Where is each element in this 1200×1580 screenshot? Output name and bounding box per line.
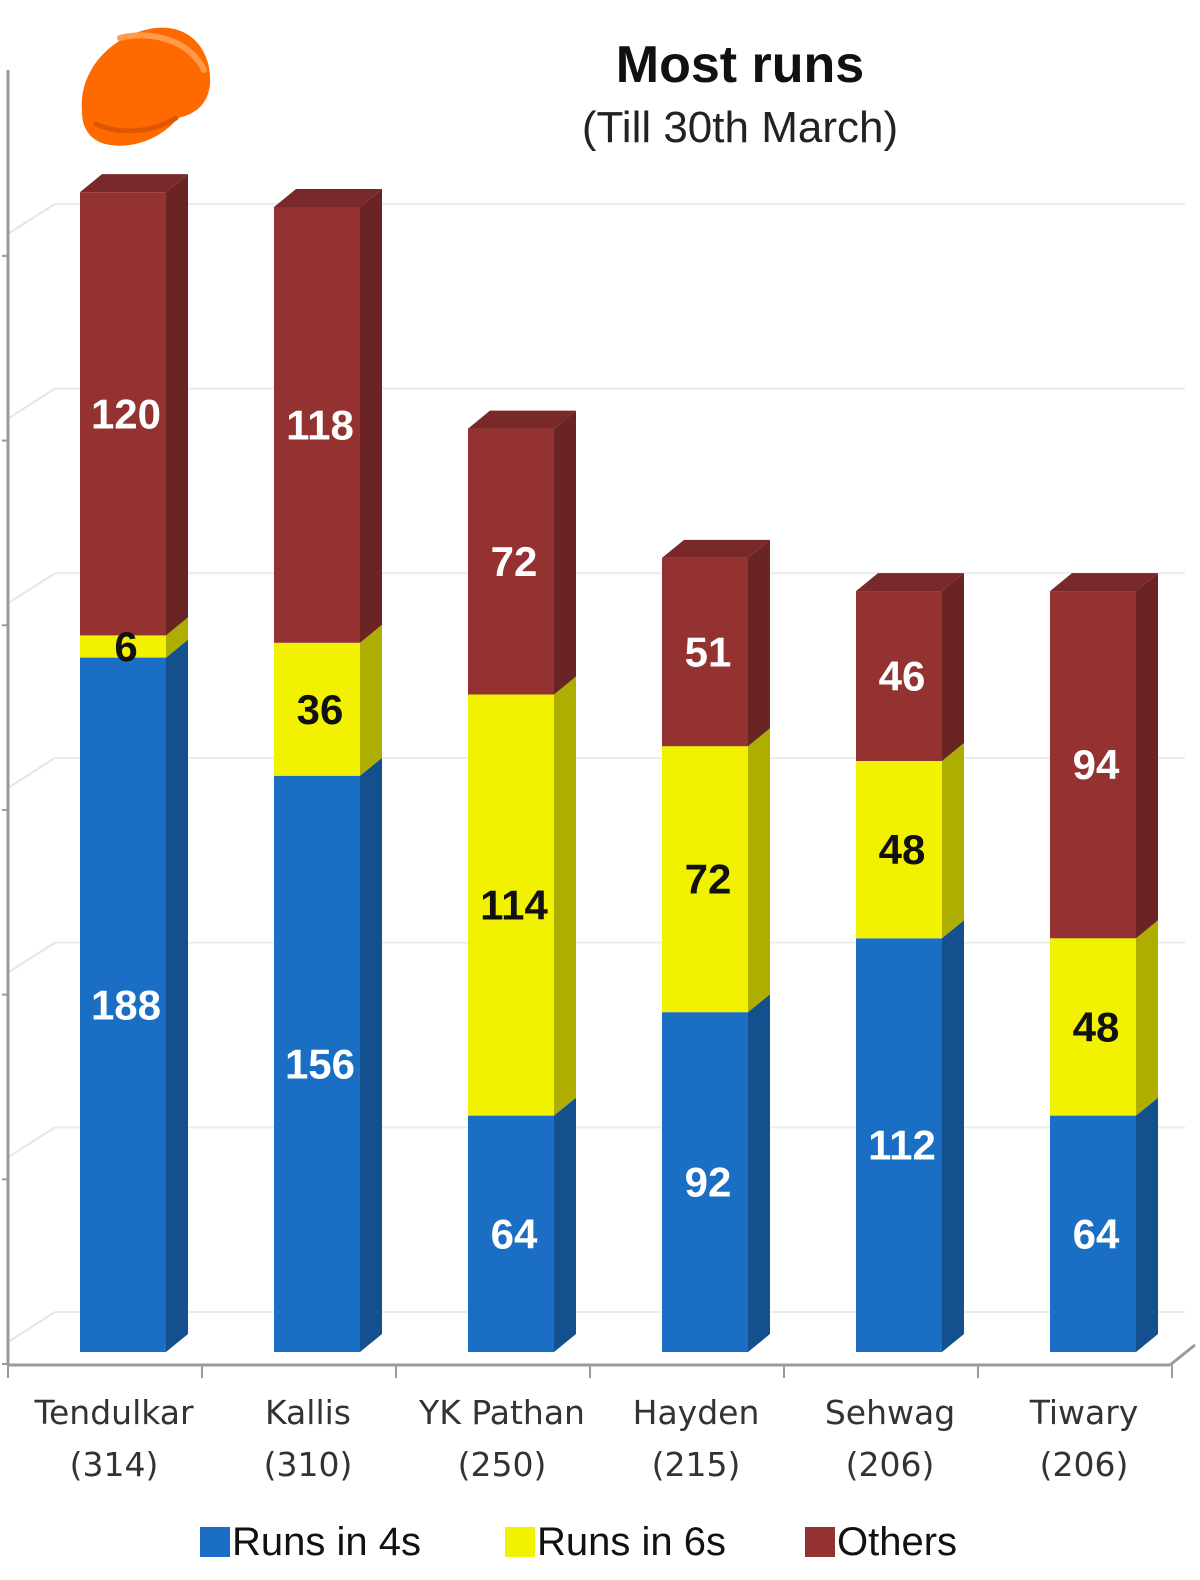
chart-subtitle: (Till 30th March) bbox=[582, 103, 898, 152]
legend: Runs in 4s Runs in 6s Others bbox=[200, 1520, 957, 1564]
bar-side-sehwag-series-0 bbox=[942, 920, 964, 1352]
category-labels: Tendulkar (314) Kallis (310) YK Pathan (250) H… bbox=[33, 1393, 1138, 1484]
bar-side-sehwag-series-1 bbox=[942, 743, 964, 939]
bar-segment-hayden-series-1 bbox=[662, 746, 748, 1013]
bar-segment-tiwary-series-2 bbox=[1050, 591, 1136, 939]
bar-side-hayden-series-1 bbox=[748, 728, 770, 1013]
bar-side-tendulkar-series-0 bbox=[166, 639, 188, 1352]
data-label-sehwag-series-1: 48 bbox=[879, 826, 926, 873]
data-label-kallis-series-1: 36 bbox=[297, 686, 344, 733]
bar-segment-sehwag-series-0 bbox=[856, 938, 942, 1352]
bar-side-kallis-series-2 bbox=[360, 188, 382, 643]
bar-side-yk-pathan-series-1 bbox=[554, 676, 576, 1116]
bar-side-kallis-series-1 bbox=[360, 624, 382, 776]
data-label-tiwary-series-1: 48 bbox=[1073, 1003, 1120, 1050]
data-label-hayden-series-2: 51 bbox=[685, 629, 732, 676]
bar-side-yk-pathan-series-0 bbox=[554, 1097, 576, 1352]
bar-top-tendulkar bbox=[80, 174, 188, 193]
data-label-yk-pathan-series-2: 72 bbox=[491, 538, 538, 585]
data-label-kallis-series-0: 156 bbox=[285, 1040, 355, 1087]
bar-side-kallis-series-0 bbox=[360, 757, 382, 1352]
chart-axes bbox=[2, 70, 1196, 1378]
bar-segment-sehwag-series-1 bbox=[856, 761, 942, 939]
bar-side-hayden-series-2 bbox=[748, 539, 770, 747]
bar-side-tendulkar-series-2 bbox=[166, 174, 188, 636]
bar-top-sehwag bbox=[856, 573, 964, 592]
data-label-yk-pathan-series-1: 114 bbox=[480, 882, 548, 929]
bar-segment-yk-pathan-series-2 bbox=[468, 428, 554, 695]
bar-top-tiwary bbox=[1050, 573, 1158, 592]
data-label-tiwary-series-2: 94 bbox=[1073, 741, 1120, 788]
data-label-yk-pathan-series-0: 64 bbox=[491, 1210, 538, 1257]
bar-side-tiwary-series-1 bbox=[1136, 920, 1158, 1116]
data-label-hayden-series-1: 72 bbox=[685, 856, 732, 903]
bar-side-tiwary-series-2 bbox=[1136, 573, 1158, 939]
bar-segment-kallis-series-0 bbox=[274, 775, 360, 1352]
category-label: Tiwary bbox=[1029, 1393, 1139, 1432]
bar-segment-yk-pathan-series-1 bbox=[468, 694, 554, 1116]
bar-segment-tiwary-series-0 bbox=[1050, 1115, 1136, 1352]
category-total-label: (250) bbox=[458, 1445, 547, 1484]
bar-top-hayden bbox=[662, 539, 770, 558]
orange-cap-icon bbox=[81, 27, 211, 146]
bar-segment-tendulkar-series-1 bbox=[80, 635, 166, 658]
legend-label-series-2: Others bbox=[837, 1520, 957, 1564]
category-label: YK Pathan bbox=[418, 1393, 585, 1432]
bar-top-kallis bbox=[274, 188, 382, 207]
legend-label-series-0: Runs in 4s bbox=[232, 1520, 421, 1564]
data-label-hayden-series-0: 92 bbox=[685, 1159, 732, 1206]
category-label: Sehwag bbox=[825, 1393, 955, 1432]
bar-segment-kallis-series-1 bbox=[274, 642, 360, 776]
bar-segment-hayden-series-0 bbox=[662, 1012, 748, 1352]
category-total-label: (206) bbox=[1040, 1445, 1129, 1484]
data-label-tendulkar-series-0: 188 bbox=[91, 981, 161, 1028]
bar-side-sehwag-series-2 bbox=[942, 573, 964, 761]
data-label-tiwary-series-0: 64 bbox=[1073, 1210, 1120, 1257]
bar-side-yk-pathan-series-2 bbox=[554, 410, 576, 695]
category-total-label: (206) bbox=[846, 1445, 935, 1484]
legend-swatch-series-0 bbox=[200, 1527, 230, 1557]
bar-segment-tendulkar-series-2 bbox=[80, 192, 166, 636]
category-total-label: (310) bbox=[264, 1445, 353, 1484]
legend-swatch-series-2 bbox=[805, 1527, 835, 1557]
category-label: Tendulkar bbox=[33, 1393, 194, 1432]
bar-segment-kallis-series-2 bbox=[274, 206, 360, 643]
bar-segment-tendulkar-series-0 bbox=[80, 657, 166, 1352]
bar-side-tendulkar-series-1 bbox=[166, 617, 188, 658]
data-label-sehwag-series-0: 112 bbox=[868, 1122, 936, 1169]
data-label-kallis-series-2: 118 bbox=[286, 401, 354, 448]
data-label-tendulkar-series-1: 6 bbox=[114, 623, 137, 670]
data-label-sehwag-series-2: 46 bbox=[879, 653, 926, 700]
bar-segment-yk-pathan-series-0 bbox=[468, 1115, 554, 1352]
category-total-label: (215) bbox=[652, 1445, 741, 1484]
category-label: Hayden bbox=[633, 1393, 760, 1432]
category-total-label: (314) bbox=[70, 1445, 159, 1484]
legend-swatch-series-1 bbox=[505, 1527, 535, 1557]
bar-side-tiwary-series-0 bbox=[1136, 1097, 1158, 1352]
bar-top-yk-pathan bbox=[468, 410, 576, 429]
chart-title: Most runs bbox=[616, 36, 864, 94]
bar-segment-hayden-series-2 bbox=[662, 557, 748, 747]
category-label: Kallis bbox=[265, 1393, 351, 1432]
legend-label-series-1: Runs in 6s bbox=[537, 1520, 726, 1564]
chart-bars: 188 6 120 156 36 118 64 114 72 92 72 51 112 48 46 64 48 9… bbox=[80, 174, 1158, 1352]
bar-side-hayden-series-0 bbox=[748, 994, 770, 1352]
bar-segment-tiwary-series-1 bbox=[1050, 938, 1136, 1116]
chart-gridlines bbox=[7, 202, 1185, 1343]
data-label-tendulkar-series-2: 120 bbox=[91, 390, 161, 437]
bar-segment-sehwag-series-2 bbox=[856, 591, 942, 761]
